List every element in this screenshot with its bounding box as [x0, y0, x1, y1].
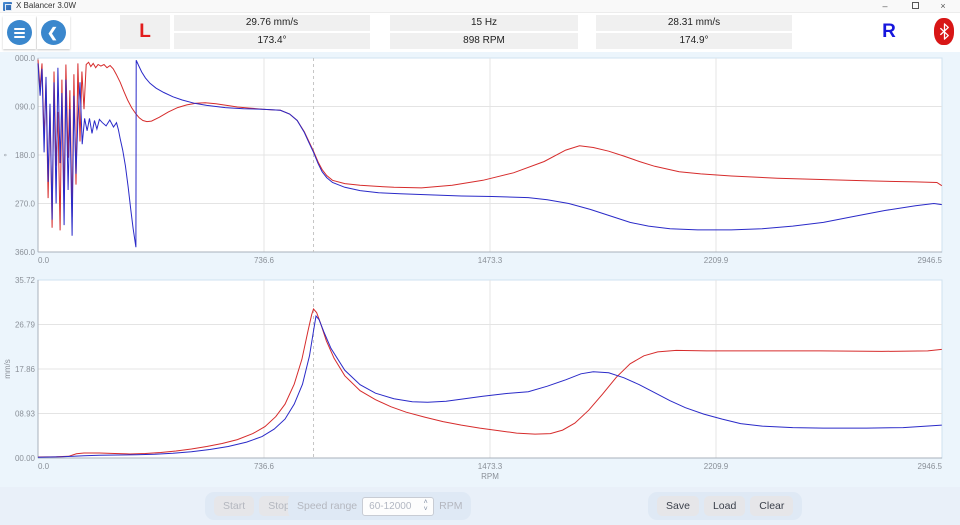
x-tick-label: 0.0	[38, 256, 50, 265]
left-channel-readout: 29.76 mm/s 173.4°	[174, 15, 370, 49]
y-tick-label: 090.0	[15, 103, 36, 112]
x-tick-label: 736.6	[254, 256, 275, 265]
left-amplitude-line	[37, 308, 942, 458]
x-tick-label: 1473.3	[478, 256, 503, 265]
rpm-readout: 898 RPM	[390, 33, 578, 49]
phase-chart[interactable]: 0.0 736.6 1473.3 2209.9 2946.5 000.0 090.0 180.…	[0, 52, 960, 272]
right-channel-badge: R	[845, 15, 933, 49]
hamburger-menu-icon	[7, 20, 32, 45]
clear-button[interactable]: Clear	[750, 496, 794, 516]
chevron-left-icon: ❮	[41, 20, 66, 45]
x-tick-label: 1473.3	[478, 462, 503, 471]
left-phase-readout: 173.4°	[174, 33, 370, 49]
y-tick-label: 180.0	[15, 151, 36, 160]
y-tick-label: 35.72	[15, 276, 36, 285]
y-tick-label: 26.79	[15, 321, 36, 330]
control-bar: Start Stop Speed range ˄˅ RPM Save Load …	[0, 487, 960, 525]
amplitude-chart[interactable]: 0.0 736.6 1473.3 2209.9 2946.5 00.00 08.93 17.8…	[0, 272, 960, 484]
y-axis-label: mm/s	[3, 359, 12, 379]
x-tick-label: 2946.5	[918, 256, 943, 265]
speed-readout: 15 Hz 898 RPM	[390, 15, 578, 49]
x-tick-label: 2946.5	[918, 462, 943, 471]
x-tick-label: 736.6	[254, 462, 275, 471]
frequency-readout: 15 Hz	[390, 15, 578, 31]
toolbar: ❮ L 29.76 mm/s 173.4° 15 Hz 898 RPM 28.3…	[0, 13, 960, 52]
y-tick-label: 00.00	[15, 454, 36, 463]
speed-range-input[interactable]	[362, 497, 435, 516]
right-amplitude-line	[37, 314, 942, 458]
start-button[interactable]: Start	[214, 496, 255, 516]
window-titlebar: X Balancer 3.0W – ×	[0, 0, 960, 13]
speed-range-label: Speed range	[297, 500, 358, 512]
app-icon	[3, 2, 12, 11]
right-channel-readout: 28.31 mm/s 174.9°	[596, 15, 792, 49]
left-amplitude-readout: 29.76 mm/s	[174, 15, 370, 31]
y-tick-label: 360.0	[15, 248, 36, 257]
x-tick-label: 2209.9	[704, 462, 729, 471]
y-tick-label: 000.0	[15, 54, 36, 63]
menu-button[interactable]	[3, 16, 36, 49]
file-control-group: Save Load Clear	[648, 492, 803, 520]
minimize-button[interactable]: –	[882, 1, 888, 11]
load-button[interactable]: Load	[703, 496, 746, 516]
charts-panel: 0.0 736.6 1473.3 2209.9 2946.5 000.0 090.0 180.…	[0, 52, 960, 487]
x-axis-label: RPM	[481, 472, 499, 481]
right-amplitude-readout: 28.31 mm/s	[596, 15, 792, 31]
y-tick-label: 270.0	[15, 200, 36, 209]
speed-range-group: Speed range ˄˅ RPM	[288, 492, 472, 520]
left-phase-line	[37, 59, 943, 231]
maximize-icon	[911, 2, 919, 9]
x-tick-label: 0.0	[38, 462, 50, 471]
left-channel-badge: L	[120, 15, 170, 49]
back-button[interactable]: ❮	[37, 16, 70, 49]
x-tick-label: 2209.9	[704, 256, 729, 265]
y-tick-label: 08.93	[15, 410, 36, 419]
window-title: X Balancer 3.0W	[16, 1, 77, 10]
close-button[interactable]: ×	[940, 1, 946, 11]
right-phase-readout: 174.9°	[596, 33, 792, 49]
right-phase-line	[37, 59, 942, 248]
speed-range-unit: RPM	[439, 500, 463, 512]
stepper-up-down-icon[interactable]: ˄ ˅	[423, 499, 428, 513]
y-axis-label: °	[3, 153, 12, 156]
y-tick-label: 17.86	[15, 365, 36, 374]
maximize-button[interactable]	[904, 0, 926, 12]
bluetooth-icon[interactable]	[934, 18, 954, 45]
save-button[interactable]: Save	[657, 496, 699, 516]
